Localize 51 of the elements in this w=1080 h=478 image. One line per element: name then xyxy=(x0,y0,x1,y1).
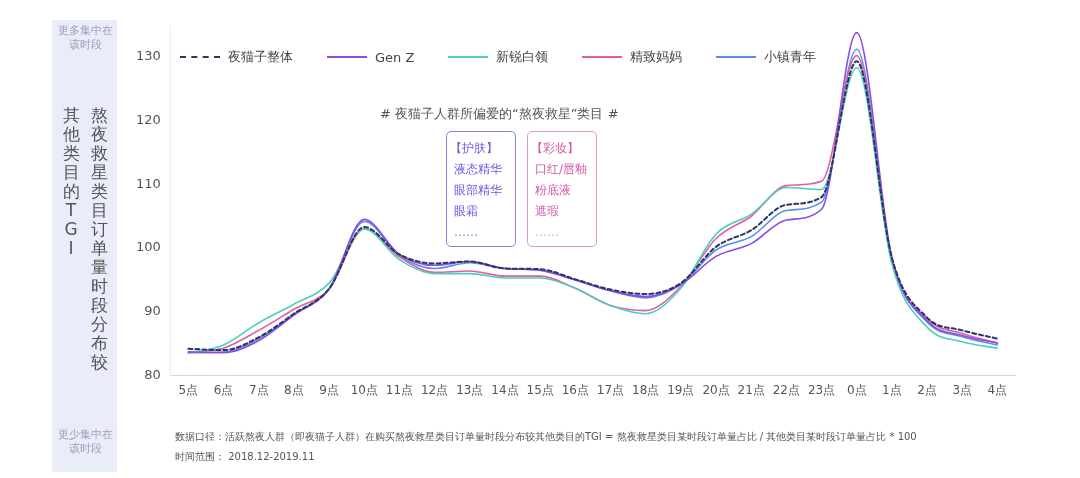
x-tick-label: 5点 xyxy=(178,382,199,397)
annotation: …… xyxy=(454,224,478,240)
legend-label: 新锐白领 xyxy=(496,48,549,66)
x-tick-label: 7点 xyxy=(248,382,269,397)
x-tick-label: 8点 xyxy=(284,382,304,397)
x-tick-label: 4点 xyxy=(987,382,1008,397)
x-tick-label: 21点 xyxy=(737,382,765,397)
text: 数据口径：活跃熬夜人群（即夜猫子人群）在购买熬夜救星类目订单量时段分布较其他类目的TGI = 熬夜救星类目某时段订单量占比 / 其他类目某时段订单量占比 * 100 xyxy=(175,430,917,444)
text: # 夜猫子人群所偏爱的“熬夜救星”类目 # xyxy=(380,105,619,123)
x-tick-label: 1点 xyxy=(882,382,902,397)
y-tick-label: 90 xyxy=(144,303,161,319)
x-tick-label: 22点 xyxy=(772,382,801,397)
x-tick-label: 2点 xyxy=(917,382,937,397)
annotation: 【彩妆】 xyxy=(531,140,579,156)
x-tick-label: 3点 xyxy=(952,382,973,397)
x-tick-label: 12点 xyxy=(420,382,449,397)
annotation: 眼霜 xyxy=(454,203,478,219)
text: 熬夜救星类目订单量时段分布较其他类目的TGI xyxy=(62,105,108,372)
x-tick-label: 19点 xyxy=(667,382,695,397)
annotation: …… xyxy=(535,224,559,240)
y-tick-label: 130 xyxy=(135,48,161,64)
y-tick-label: 120 xyxy=(135,111,161,127)
legend-label: 小镇青年 xyxy=(764,48,817,66)
annotation: 口红/唇釉 xyxy=(535,161,588,177)
annotation: 眼部精华 xyxy=(454,182,502,198)
x-tick-label: 14点 xyxy=(491,382,519,397)
x-tick-label: 23点 xyxy=(807,382,836,397)
x-tick-label: 18点 xyxy=(632,382,660,397)
x-tick-label: 13点 xyxy=(456,382,484,397)
annotation: 【护肤】 xyxy=(450,140,498,156)
x-tick-label: 15点 xyxy=(526,382,554,397)
legend-label: 夜猫子整体 xyxy=(228,48,293,66)
legend-label: Gen Z xyxy=(375,49,415,65)
y-tick-label: 110 xyxy=(135,175,161,191)
x-tick-label: 9点 xyxy=(319,382,339,397)
y-tick-label: 100 xyxy=(135,239,161,255)
annotation: 液态精华 xyxy=(454,161,502,177)
text: 更少集中在该时段 xyxy=(57,428,113,456)
text: 时间范围： 2018.12-2019.11 xyxy=(175,450,315,464)
y-tick-label: 80 xyxy=(144,366,161,382)
x-tick-label: 11点 xyxy=(385,382,414,397)
x-tick-label: 10点 xyxy=(350,382,378,397)
legend-label: 精致妈妈 xyxy=(630,48,683,66)
x-tick-label: 17点 xyxy=(596,382,625,397)
annotation: 粉底液 xyxy=(535,182,571,198)
text: 更多集中在该时段 xyxy=(57,24,113,52)
x-tick-label: 6点 xyxy=(213,382,234,397)
x-tick-label: 20点 xyxy=(702,382,730,397)
annotation: 遮瑕 xyxy=(535,203,559,219)
x-tick-label: 16点 xyxy=(561,382,589,397)
x-tick-label: 0点 xyxy=(846,382,867,397)
